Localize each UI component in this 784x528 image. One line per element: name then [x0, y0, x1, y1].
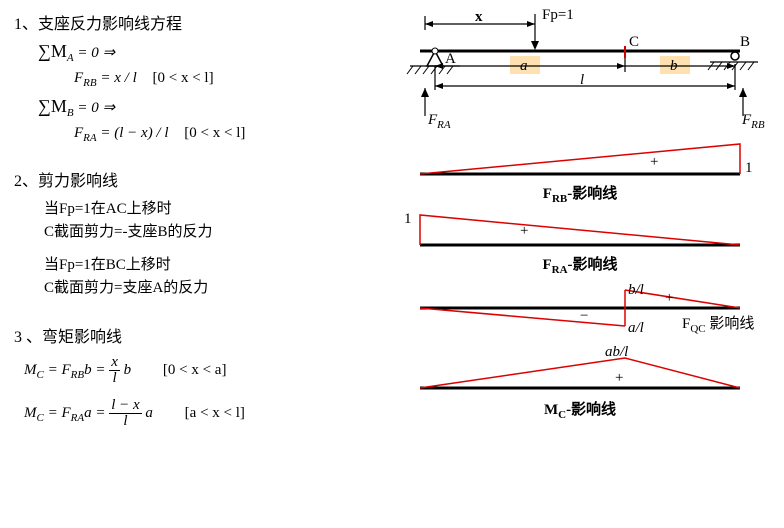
mc2-mid: = F [44, 405, 71, 421]
section1-heading: 1、支座反力影响线方程 [14, 10, 384, 34]
range1: [0 < x < a] [163, 362, 227, 378]
eq1b-lhs: F [74, 70, 83, 86]
mc2: M [24, 405, 37, 421]
al: a/l [628, 320, 644, 336]
l-label: l [580, 72, 584, 88]
left-column: 1、支座反力影响线方程 ∑MA = 0 ⇒ FRB = x / l [0 < x… [14, 10, 384, 433]
section2-heading: 2、剪力影响线 [14, 167, 384, 191]
a-label: a [520, 58, 528, 74]
eq-sum-mb: ∑MB = 0 ⇒ [38, 95, 384, 120]
mc2-sub: C [37, 412, 44, 424]
plus: + [520, 223, 528, 239]
fp-label: Fp=1 [542, 7, 574, 23]
fra-caption: FRA-影响线 [390, 253, 770, 276]
svg-text:−: − [580, 308, 588, 324]
eq-fra: FRA = (l − x) / l [0 < x < l] [74, 124, 384, 145]
fra-sub: RA [71, 412, 84, 424]
eq-sum-ma: ∑MA = 0 ⇒ [38, 40, 384, 65]
B-label: B [740, 34, 750, 50]
eq1b-sub: RB [83, 77, 96, 89]
den2: l [109, 414, 141, 429]
num1: x [109, 355, 120, 371]
tail2: a [142, 405, 153, 421]
mc-caption: MC-影响线 [390, 398, 770, 421]
eq-frb: FRB = x / l [0 < x < l] [74, 69, 384, 90]
sub-b: B [67, 107, 74, 119]
eq2b-range: [0 < x < l] [184, 125, 245, 141]
mc-mid: = F [44, 362, 71, 378]
range2: [a < x < l] [185, 405, 245, 421]
eq1b-rhs: = x / l [97, 70, 137, 86]
mc-rhs: b = [84, 362, 109, 378]
eq2b-sub: RA [83, 132, 96, 144]
A-label: A [445, 51, 456, 67]
mc: M [24, 362, 37, 378]
num2: l − x [109, 398, 141, 414]
den1: l [109, 371, 120, 386]
mc-sub: C [37, 369, 44, 381]
sigma-ma: ∑M [38, 41, 67, 61]
svg-text:+: + [665, 290, 673, 306]
fra-influence: + 1 [390, 205, 765, 255]
eq2b-rhs: = (l − x) / l [97, 125, 169, 141]
section3-heading: 3 、弯矩影响线 [14, 323, 384, 347]
eq1b-range: [0 < x < l] [153, 70, 214, 86]
sec2-line4: C截面剪力=支座A的反力 [44, 276, 384, 297]
beam-diagram: Fp=1 x A B C a b l FRA FRB [390, 6, 765, 134]
eq-mc2: MC = FRAa = l − xl a [a < x < l] [24, 398, 384, 429]
svg-text:+: + [615, 370, 623, 386]
sub-a: A [67, 52, 74, 64]
fra-label: FRA [427, 112, 451, 131]
fqc-cap: FQC 影响线 [682, 315, 754, 335]
fqc-influence: + − b/l a/l FQC 影响线 [390, 280, 765, 338]
eq1a-tail: = 0 ⇒ [74, 45, 115, 61]
x-label: x [475, 9, 483, 25]
mc2-rhs: a = [84, 405, 109, 421]
right-column: Fp=1 x A B C a b l FRA FRB + 1 FRB-影响线 +… [390, 6, 770, 421]
frb-sub: RB [71, 369, 84, 381]
C-label: C [629, 34, 639, 50]
eq2a-tail: = 0 ⇒ [74, 100, 115, 116]
frb-influence: + 1 [390, 134, 765, 184]
sec2-line1: 当Fp=1在AC上移时 [44, 197, 384, 218]
b-label: b [670, 58, 678, 74]
val: 1 [404, 211, 412, 227]
sec2-line2: C截面剪力=-支座B的反力 [44, 220, 384, 241]
sec2-line3: 当Fp=1在BC上移时 [44, 253, 384, 274]
plus: + [650, 154, 658, 170]
abl: ab/l [605, 346, 628, 360]
mc-influence: + ab/l [390, 346, 765, 400]
sigma-mb: ∑M [38, 96, 67, 116]
frb-caption: FRB-影响线 [390, 182, 770, 205]
eq2b-lhs: F [74, 125, 83, 141]
eq-mc1: MC = FRBb = xl b [0 < x < a] [24, 355, 384, 386]
frb-label: FRB [741, 112, 765, 131]
val: 1 [745, 160, 753, 176]
tail1: b [120, 362, 131, 378]
bl: b/l [628, 282, 644, 298]
